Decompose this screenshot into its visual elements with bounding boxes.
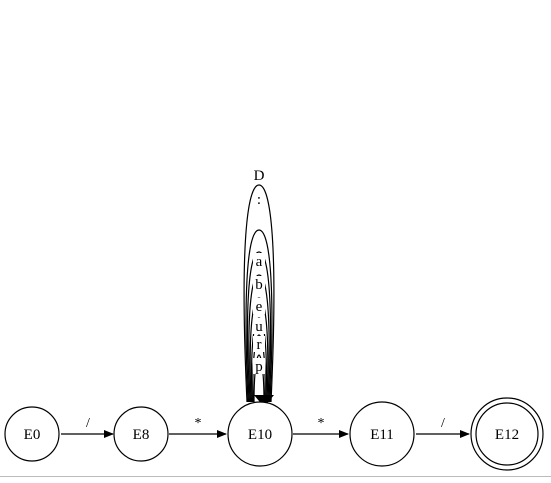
state-label-e0: E0 bbox=[24, 427, 41, 443]
self-loop-colon bbox=[245, 229, 273, 403]
state-label-e11: E11 bbox=[370, 427, 394, 443]
state-e10: E10 bbox=[227, 401, 293, 467]
transitions-group: / * * / bbox=[61, 416, 470, 438]
edge-label-e0-e8: / bbox=[86, 416, 90, 431]
edge-label-e11-e12: / bbox=[441, 416, 445, 431]
self-loop-p bbox=[253, 354, 265, 403]
loop-label-u: u bbox=[255, 319, 263, 335]
state-e8: E8 bbox=[113, 406, 169, 462]
state-label-e10: E10 bbox=[248, 427, 272, 443]
state-e12-accepting: E12 bbox=[470, 397, 544, 471]
loop-label-b: b bbox=[255, 277, 263, 293]
loop-label-a: a bbox=[256, 254, 263, 270]
loop-label-D: D bbox=[254, 168, 265, 184]
loop-label-e: e bbox=[256, 299, 263, 315]
state-label-e12: E12 bbox=[495, 427, 519, 443]
state-e11: E11 bbox=[349, 401, 415, 467]
edge-label-e10-e11: * bbox=[318, 416, 325, 431]
state-e0: E0 bbox=[4, 406, 60, 462]
self-loop-labels: p r u e b a : D bbox=[253, 168, 265, 375]
self-loop-b bbox=[248, 274, 270, 403]
self-loop-arrowhead bbox=[254, 395, 274, 407]
loop-label-colon: : bbox=[257, 192, 261, 208]
loop-label-r: r bbox=[257, 337, 262, 353]
loop-label-p: p bbox=[255, 359, 263, 375]
self-loop-a bbox=[246, 251, 272, 403]
state-label-e8: E8 bbox=[133, 427, 150, 443]
self-loop-D bbox=[243, 184, 275, 403]
edge-label-e8-e10: * bbox=[195, 416, 202, 431]
